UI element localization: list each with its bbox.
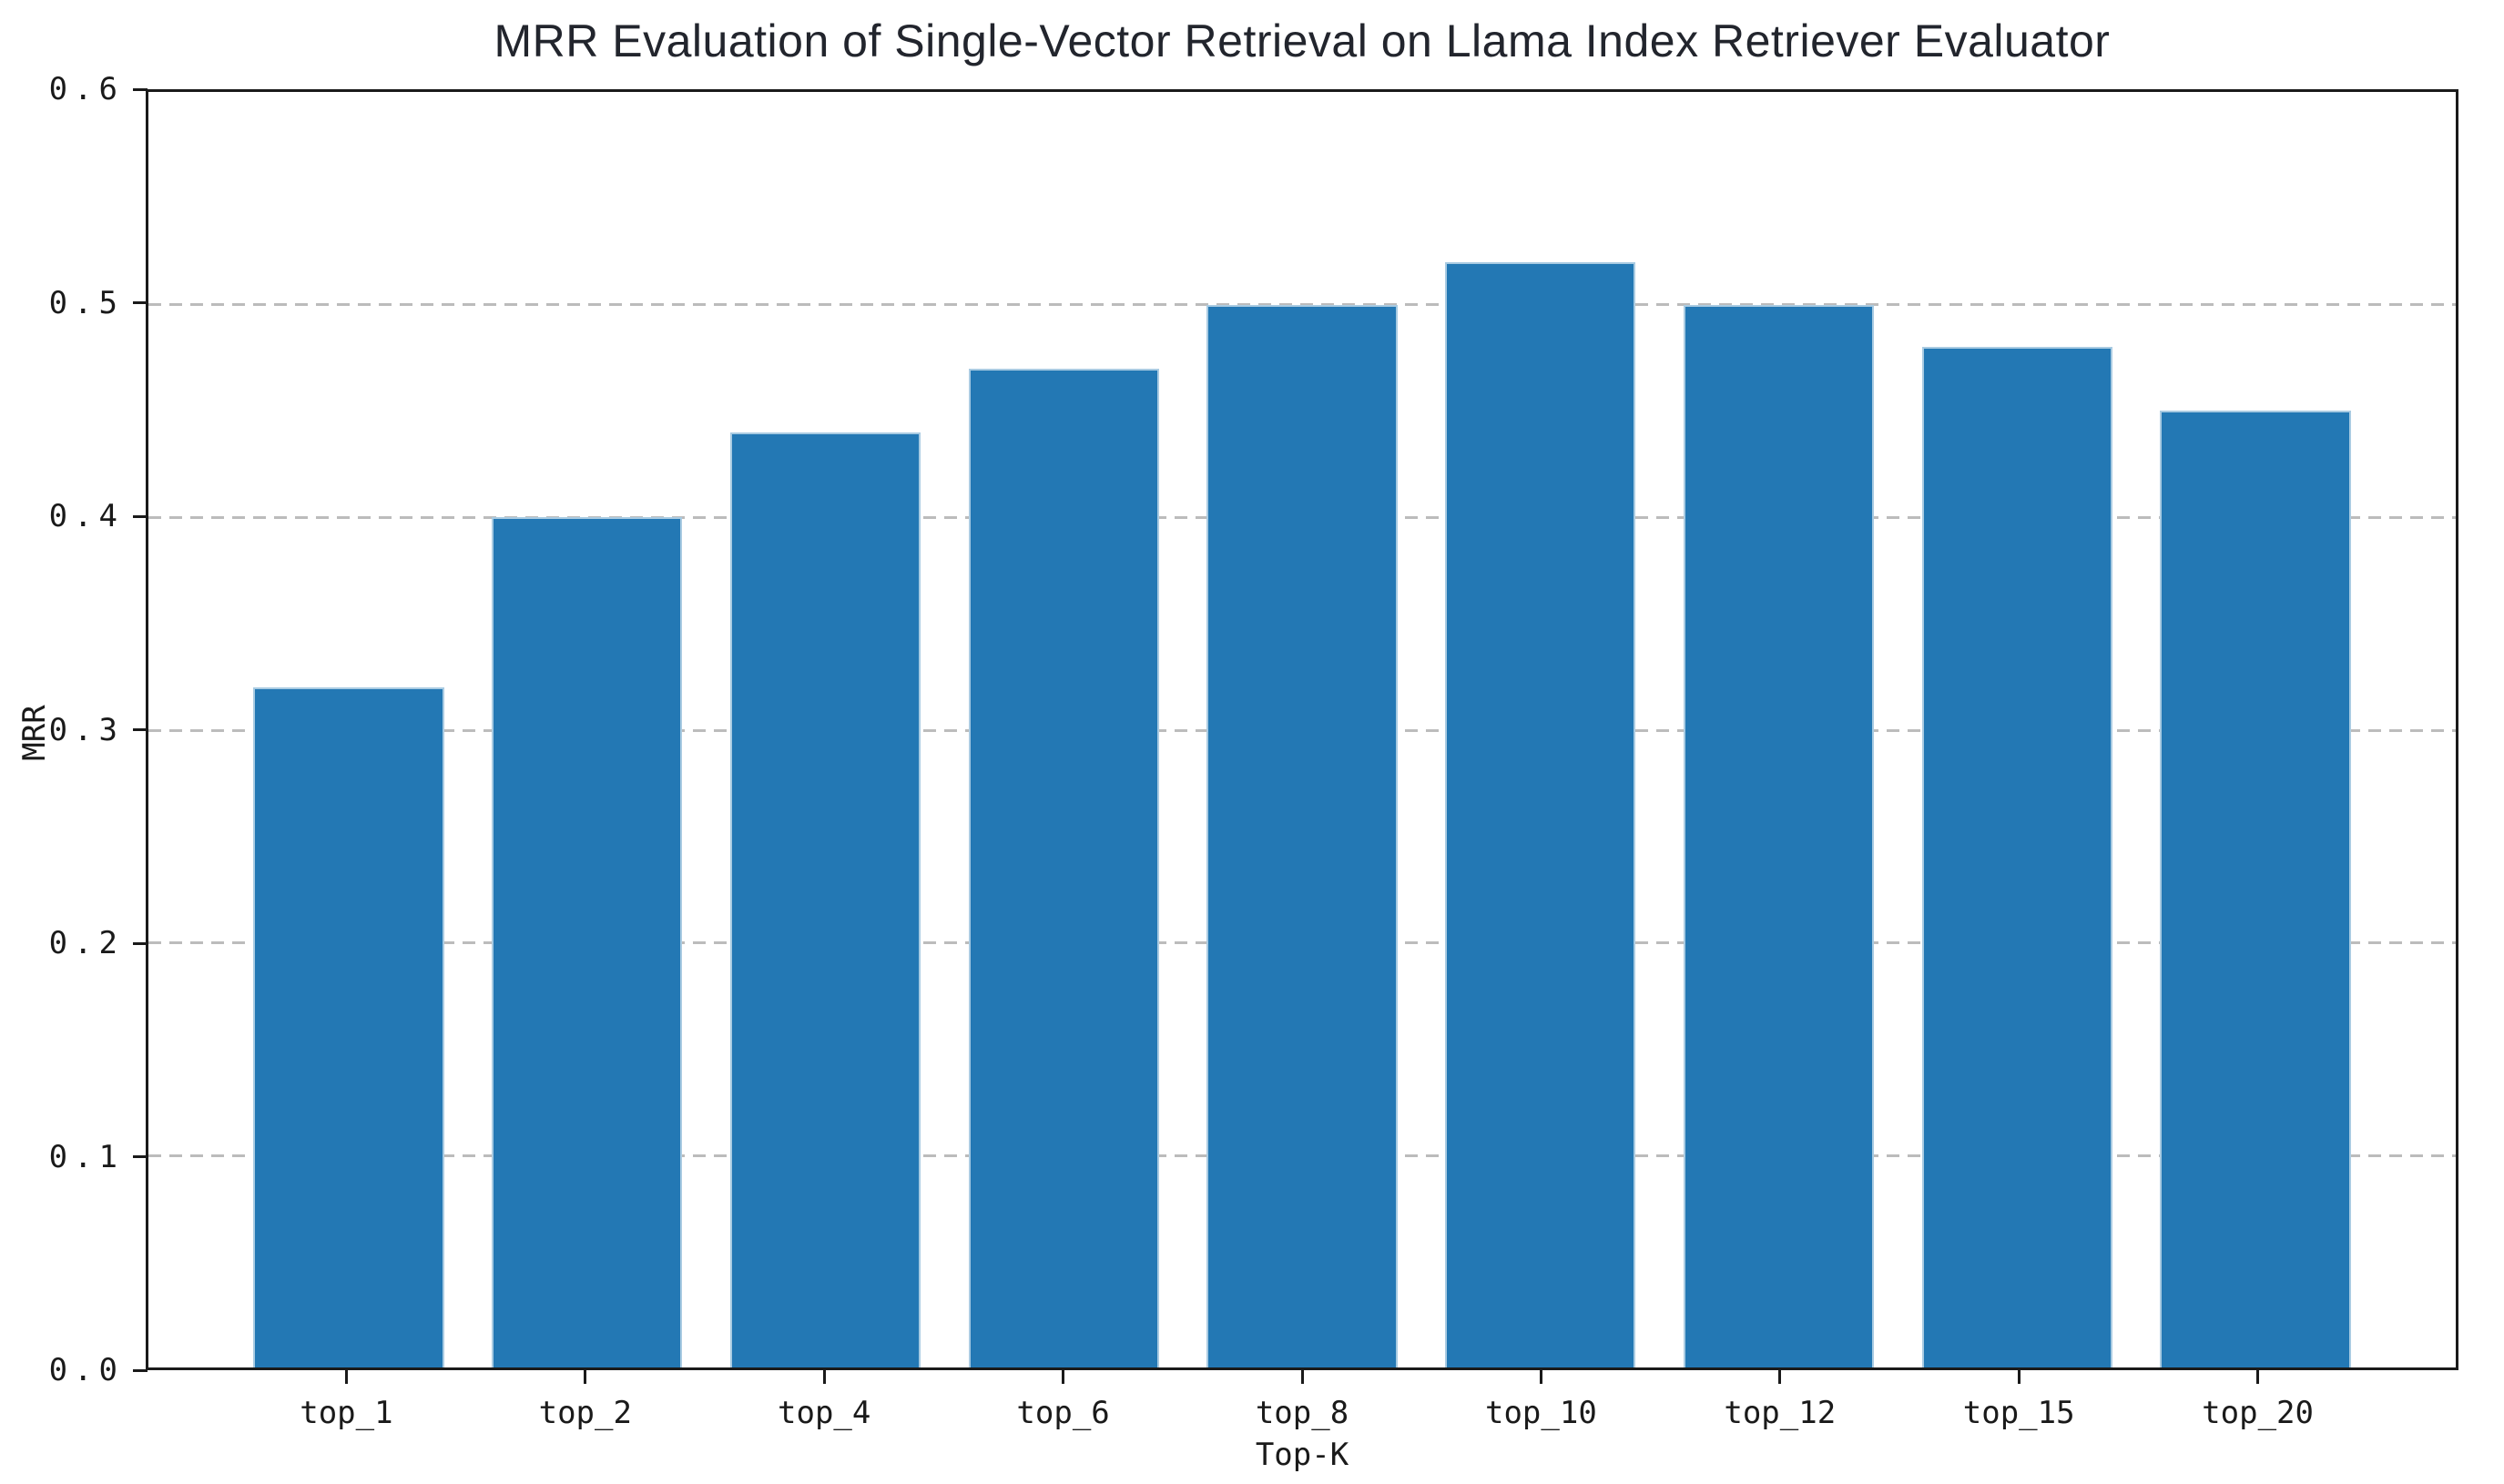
x-tick-mark-top_15: [2017, 1370, 2021, 1384]
bar-top_2: [491, 517, 683, 1367]
y-tick-mark-0.3: [133, 728, 148, 731]
x-tick-mark-top_6: [1062, 1370, 1065, 1384]
x-tick-mark-top_2: [584, 1370, 587, 1384]
y-tick-mark-0: [133, 1368, 148, 1372]
y-tick-label-0.6: 0.6: [48, 71, 124, 107]
x-tick-mark-top_1: [344, 1370, 348, 1384]
x-tick-mark-top_20: [2256, 1370, 2260, 1384]
x-axis-label: Top-K: [1255, 1437, 1349, 1473]
y-tick-label-0.1: 0.1: [48, 1138, 124, 1175]
x-tick-label-top_8: top_8: [1255, 1395, 1349, 1431]
y-tick-label-0.4: 0.4: [48, 498, 124, 534]
x-tick-label-top_12: top_12: [1724, 1395, 1837, 1431]
y-tick-label-0.5: 0.5: [48, 284, 124, 321]
x-tick-label-top_20: top_20: [2202, 1395, 2314, 1431]
plot-area: [146, 89, 2458, 1370]
x-tick-mark-top_8: [1300, 1370, 1304, 1384]
bar-top_6: [968, 368, 1159, 1367]
x-tick-label-top_1: top_1: [300, 1395, 393, 1431]
y-tick-mark-0.1: [133, 1155, 148, 1158]
y-tick-mark-0.5: [133, 301, 148, 304]
y-tick-label-0.2: 0.2: [48, 925, 124, 961]
x-tick-mark-top_4: [822, 1370, 826, 1384]
bars-layer: [148, 92, 2456, 1367]
bar-top_1: [253, 686, 444, 1367]
bar-top_10: [1445, 261, 1636, 1367]
x-tick-label-top_4: top_4: [778, 1395, 871, 1431]
bar-top_8: [1206, 304, 1398, 1367]
x-tick-mark-top_12: [1778, 1370, 1782, 1384]
bar-top_20: [2160, 411, 2351, 1367]
y-tick-label-0.3: 0.3: [48, 711, 124, 748]
bar-top_4: [729, 432, 921, 1367]
y-tick-mark-0.2: [133, 941, 148, 945]
bar-top_12: [1683, 304, 1875, 1367]
y-tick-mark-0.4: [133, 514, 148, 518]
x-tick-label-top_15: top_15: [1962, 1395, 2075, 1431]
y-tick-label-0: 0.0: [48, 1352, 124, 1388]
x-tick-label-top_6: top_6: [1016, 1395, 1110, 1431]
bar-top_15: [1921, 347, 2113, 1367]
y-tick-mark-0.6: [133, 87, 148, 91]
x-tick-mark-top_10: [1539, 1370, 1542, 1384]
x-tick-label-top_2: top_2: [538, 1395, 632, 1431]
x-tick-label-top_10: top_10: [1484, 1395, 1597, 1431]
chart-title: MRR Evaluation of Single-Vector Retrieva…: [494, 15, 2111, 66]
